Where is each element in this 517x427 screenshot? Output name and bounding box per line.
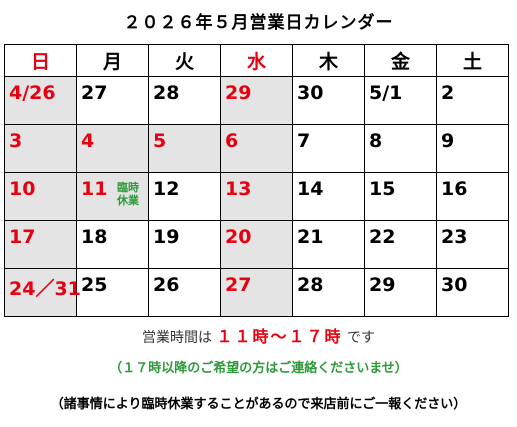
closure-notice: （諸事情により臨時休業することがあるので来店前にご一報ください）: [50, 397, 467, 412]
day-number: 2: [441, 82, 455, 104]
day-cell: 14: [292, 172, 365, 221]
day-number: 14: [297, 178, 324, 200]
day-cell: 12: [148, 172, 221, 221]
day-number: 8: [369, 130, 383, 152]
week-row: 10 11 臨時 休業 12 13 14 15 16: [4, 172, 509, 221]
day-cell: 29: [364, 268, 437, 317]
day-number: 4/26: [9, 82, 56, 104]
day-number: 5: [153, 130, 167, 152]
weekday-thu: 木: [292, 44, 365, 77]
weekday-sat: 土: [436, 44, 509, 77]
day-number: 7: [297, 130, 311, 152]
day-cell: 11 臨時 休業: [76, 172, 149, 221]
calendar-grid: 日 月 火 水 木 金 土 4/26 27 28 29 30 5/1 2 3 4…: [4, 44, 509, 317]
day-cell: 5: [148, 124, 221, 173]
day-cell: 22: [364, 220, 437, 269]
day-number: 19: [153, 226, 180, 248]
week-row: 4/26 27 28 29 30 5/1 2: [4, 76, 509, 125]
day-cell: 28: [292, 268, 365, 317]
day-number: 20: [225, 226, 252, 248]
day-number: 6: [225, 130, 239, 152]
day-number: 27: [225, 274, 252, 296]
day-number: 3: [9, 130, 23, 152]
day-cell: 8: [364, 124, 437, 173]
day-cell: 23: [436, 220, 509, 269]
day-cell: 4/26: [4, 76, 77, 125]
day-cell: 30: [436, 268, 509, 317]
day-number: 11: [81, 178, 108, 200]
day-number: 26: [153, 274, 180, 296]
day-number: 12: [153, 178, 180, 200]
day-cell: 15: [364, 172, 437, 221]
weekday-fri: 金: [364, 44, 437, 77]
day-cell: 6: [220, 124, 293, 173]
day-number: 4: [81, 130, 95, 152]
day-cell: 20: [220, 220, 293, 269]
special-closure-line2: 休業: [117, 194, 139, 207]
day-number: 10: [9, 178, 36, 200]
day-cell: 29: [220, 76, 293, 125]
day-number: 25: [81, 274, 108, 296]
day-number: 29: [369, 274, 396, 296]
day-number: 28: [297, 274, 324, 296]
day-cell: 21: [292, 220, 365, 269]
day-number: 28: [153, 82, 180, 104]
day-number: 23: [441, 226, 468, 248]
day-number: 24／31: [9, 278, 81, 300]
day-cell: 17: [4, 220, 77, 269]
day-number: 13: [225, 178, 252, 200]
day-cell: 30: [292, 76, 365, 125]
day-cell: 5/1: [364, 76, 437, 125]
day-number: 18: [81, 226, 108, 248]
weekday-tue: 火: [148, 44, 221, 77]
day-number: 27: [81, 82, 108, 104]
week-row: 3 4 5 6 7 8 9: [4, 124, 509, 173]
special-closure-note: 臨時 休業: [117, 181, 139, 207]
day-cell: 27: [76, 76, 149, 125]
after-hours-note: （１７時以降のご希望の方はご連絡くださいませ）: [109, 361, 408, 376]
hours-range: １１時～１７時: [216, 327, 343, 346]
day-number: 17: [9, 226, 36, 248]
calendar-title: ２０２６年５月営業日カレンダー: [123, 13, 394, 33]
day-cell: 25: [76, 268, 149, 317]
day-cell: 27: [220, 268, 293, 317]
day-cell: 10: [4, 172, 77, 221]
day-cell: 16: [436, 172, 509, 221]
day-cell: 28: [148, 76, 221, 125]
week-row: 17 18 19 20 21 22 23: [4, 220, 509, 269]
day-number: 9: [441, 130, 455, 152]
day-number: 16: [441, 178, 468, 200]
hours-prefix: 営業時間は: [142, 330, 213, 346]
day-cell: 4: [76, 124, 149, 173]
business-hours: 営業時間は １１時～１７時 です: [0, 323, 517, 347]
weekday-mon: 月: [76, 44, 149, 77]
day-cell: 13: [220, 172, 293, 221]
day-number: 21: [297, 226, 324, 248]
day-number: 22: [369, 226, 396, 248]
hours-suffix: です: [346, 330, 375, 346]
weekday-sun: 日: [4, 44, 77, 77]
day-cell: 19: [148, 220, 221, 269]
day-cell: 7: [292, 124, 365, 173]
special-closure-line1: 臨時: [117, 181, 139, 194]
week-row: 24／31 25 26 27 28 29 30: [4, 268, 509, 317]
day-number: 30: [441, 274, 468, 296]
day-cell: 26: [148, 268, 221, 317]
day-cell: 2: [436, 76, 509, 125]
day-cell: 9: [436, 124, 509, 173]
day-number: 5/1: [369, 82, 403, 104]
day-number: 29: [225, 82, 252, 104]
day-cell: 3: [4, 124, 77, 173]
weekday-wed: 水: [220, 44, 293, 77]
day-number: 30: [297, 82, 324, 104]
day-cell: 18: [76, 220, 149, 269]
weekday-header-row: 日 月 火 水 木 金 土: [4, 44, 509, 77]
day-cell: 24／31: [4, 268, 81, 317]
day-number: 15: [369, 178, 396, 200]
